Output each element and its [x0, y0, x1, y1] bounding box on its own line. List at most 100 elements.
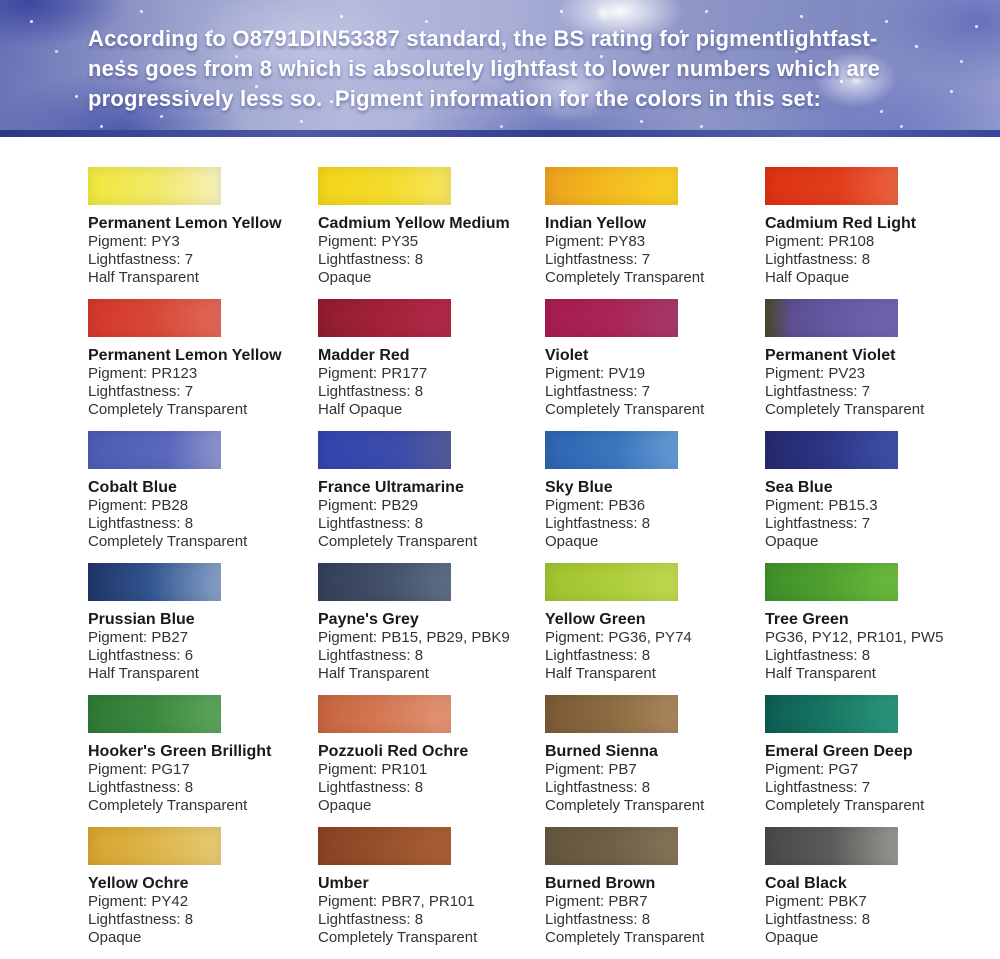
transparency-line: Opaque: [318, 797, 372, 814]
lightfastness-line: Lightfastness: 7: [765, 779, 871, 796]
pigment-card: Coal Black Pigment: PBK7 Lightfastness: …: [765, 827, 1000, 959]
color-name: Emeral Green Deep: [765, 743, 913, 760]
pigment-line: Pigment: PB15.3: [765, 497, 878, 514]
transparency-line: Completely Transparent: [545, 797, 705, 814]
transparency-line: Half Transparent: [88, 665, 199, 682]
pigment-line: Pigment: PV19: [545, 365, 646, 382]
lightfastness-line: Lightfastness: 8: [88, 515, 194, 532]
color-name: Prussian Blue: [88, 611, 195, 628]
pigment-card: Prussian Blue Pigment: PB27 Lightfastnes…: [88, 563, 318, 695]
color-name: Cadmium Yellow Medium: [318, 215, 510, 232]
pigment-card: Hooker's Green Brillight Pigment: PG17 L…: [88, 695, 318, 827]
color-swatch: [318, 695, 451, 733]
transparency-line: Opaque: [765, 533, 819, 550]
lightfastness-line: Lightfastness: 8: [545, 515, 651, 532]
lightfastness-line: Lightfastness: 8: [765, 647, 871, 664]
color-swatch: [765, 827, 898, 865]
transparency-line: Opaque: [88, 929, 142, 946]
color-swatch: [765, 695, 898, 733]
pigment-card: France Ultramarine Pigment: PB29 Lightfa…: [318, 431, 545, 563]
lightfastness-line: Lightfastness: 8: [318, 383, 424, 400]
color-swatch: [545, 563, 678, 601]
pigment-line: Pigment: PR123: [88, 365, 198, 382]
color-name: France Ultramarine: [318, 479, 464, 496]
pigment-card: Burned Brown Pigment: PBR7 Lightfastness…: [545, 827, 765, 959]
pigment-line: Pigment: PR177: [318, 365, 428, 382]
pigment-line: PG36, PY12, PR101, PW5: [765, 629, 944, 646]
transparency-line: Half Opaque: [318, 401, 403, 418]
color-swatch: [545, 431, 678, 469]
pigment-line: Pigment: PR101: [318, 761, 428, 778]
color-name: Indian Yellow: [545, 215, 647, 232]
color-name: Yellow Ochre: [88, 875, 189, 892]
color-swatch: [88, 563, 221, 601]
lightfastness-line: Lightfastness: 8: [318, 779, 424, 796]
color-swatch: [765, 563, 898, 601]
color-name: Cobalt Blue: [88, 479, 177, 496]
color-name: Pozzuoli Red Ochre: [318, 743, 469, 760]
color-name: Umber: [318, 875, 369, 892]
pigment-card: Permanent Violet Pigment: PV23 Lightfast…: [765, 299, 1000, 431]
color-name: Yellow Green: [545, 611, 646, 628]
pigment-line: Pigment: PG36, PY74: [545, 629, 692, 646]
lightfastness-line: Lightfastness: 8: [318, 251, 424, 268]
pigment-card: Permanent Lemon Yellow Pigment: PR123 Li…: [88, 299, 318, 431]
color-name: Permanent Violet: [765, 347, 896, 364]
color-swatch: [545, 299, 678, 337]
pigment-card: Yellow Ochre Pigment: PY42 Lightfastness…: [88, 827, 318, 959]
pigment-line: Pigment: PB27: [88, 629, 189, 646]
pigment-line: Pigment: PY42: [88, 893, 189, 910]
lightfastness-line: Lightfastness: 8: [545, 911, 651, 928]
color-name: Tree Green: [765, 611, 849, 628]
pigment-line: Pigment: PV23: [765, 365, 866, 382]
pigment-line: Pigment: PBR7, PR101: [318, 893, 475, 910]
pigment-card: Sea Blue Pigment: PB15.3 Lightfastness: …: [765, 431, 1000, 563]
lightfastness-line: Lightfastness: 7: [545, 251, 651, 268]
color-name: Violet: [545, 347, 589, 364]
pigment-card: Violet Pigment: PV19 Lightfastness: 7 Co…: [545, 299, 765, 431]
color-swatch: [318, 299, 451, 337]
color-name: Coal Black: [765, 875, 847, 892]
star-speckles-decoration: [0, 0, 3, 3]
lightfastness-line: Lightfastness: 8: [545, 779, 651, 796]
color-swatch: [545, 695, 678, 733]
color-swatch: [545, 827, 678, 865]
color-swatch: [318, 167, 451, 205]
transparency-line: Completely Transparent: [88, 797, 248, 814]
pigment-card: Cobalt Blue Pigment: PB28 Lightfastness:…: [88, 431, 318, 563]
pigment-card: Madder Red Pigment: PR177 Lightfastness:…: [318, 299, 545, 431]
pigment-line: Pigment: PB36: [545, 497, 646, 514]
pigment-card: Sky Blue Pigment: PB36 Lightfastness: 8 …: [545, 431, 765, 563]
pigment-line: Pigment: PBK7: [765, 893, 867, 910]
pigment-card: Cadmium Yellow Medium Pigment: PY35 Ligh…: [318, 167, 545, 299]
header-banner: According to O8791DIN53387 standard, the…: [0, 0, 1000, 137]
pigment-grid: Permanent Lemon Yellow Pigment: PY3 Ligh…: [88, 167, 1000, 959]
pigment-line: Pigment: PBR7: [545, 893, 648, 910]
color-swatch: [318, 827, 451, 865]
transparency-line: Completely Transparent: [545, 401, 705, 418]
lightfastness-line: Lightfastness: 7: [88, 251, 194, 268]
transparency-line: Completely Transparent: [545, 269, 705, 286]
transparency-line: Half Transparent: [88, 269, 199, 286]
color-swatch: [88, 431, 221, 469]
banner-description-text: According to O8791DIN53387 standard, the…: [88, 26, 881, 111]
color-swatch: [88, 167, 221, 205]
color-name: Sea Blue: [765, 479, 833, 496]
pigment-line: Pigment: PY83: [545, 233, 646, 250]
lightfastness-line: Lightfastness: 6: [88, 647, 194, 664]
pigment-card: Umber Pigment: PBR7, PR101 Lightfastness…: [318, 827, 545, 959]
pigment-line: Pigment: PB28: [88, 497, 189, 514]
lightfastness-line: Lightfastness: 8: [318, 647, 424, 664]
color-swatch: [765, 431, 898, 469]
pigment-card: Yellow Green Pigment: PG36, PY74 Lightfa…: [545, 563, 765, 695]
transparency-line: Completely Transparent: [88, 401, 248, 418]
color-swatch: [88, 695, 221, 733]
pigment-line: Pigment: PR108: [765, 233, 875, 250]
color-name: Cadmium Red Light: [765, 215, 917, 232]
lightfastness-line: Lightfastness: 7: [545, 383, 651, 400]
color-name: Burned Sienna: [545, 743, 658, 760]
pigment-line: Pigment: PY35: [318, 233, 419, 250]
banner-bottom-edge: [0, 130, 1000, 137]
transparency-line: Completely Transparent: [545, 929, 705, 946]
lightfastness-line: Lightfastness: 8: [88, 779, 194, 796]
